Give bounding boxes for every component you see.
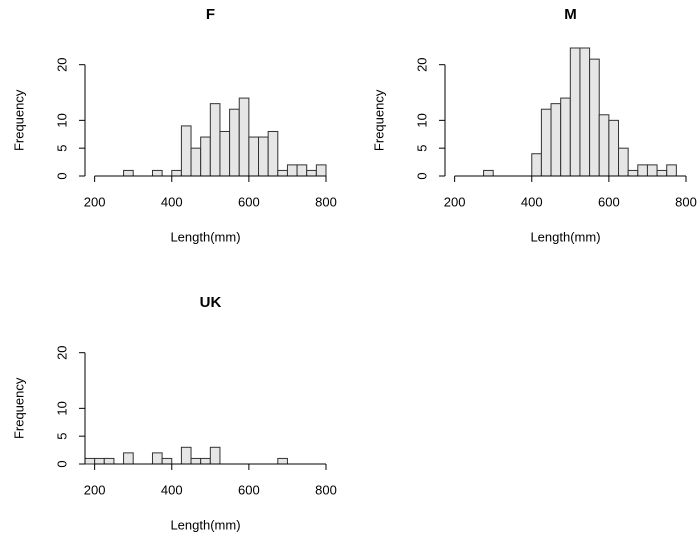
x-tick-label: 800 xyxy=(675,194,697,209)
bar xyxy=(151,452,163,465)
y-tick-label: 10 xyxy=(54,113,69,127)
bar xyxy=(180,125,192,177)
y-tick-label: 0 xyxy=(54,172,69,179)
bar xyxy=(123,169,134,177)
bar xyxy=(315,164,327,177)
bar xyxy=(560,97,571,177)
panel-title: F xyxy=(206,6,215,23)
x-axis-label: Length(mm) xyxy=(170,229,240,244)
bar xyxy=(123,452,134,465)
y-tick-label: 5 xyxy=(54,433,69,440)
y-tick-label: 5 xyxy=(54,145,69,152)
bar xyxy=(219,130,231,177)
bar xyxy=(229,108,240,177)
y-tick-label: 5 xyxy=(414,145,429,152)
bar xyxy=(180,446,192,465)
x-tick-label: 800 xyxy=(315,482,337,497)
bar xyxy=(598,114,610,177)
x-tick-label: 400 xyxy=(521,194,543,209)
x-tick-label: 800 xyxy=(315,194,337,209)
bar xyxy=(151,169,163,177)
bar xyxy=(627,169,639,177)
bar xyxy=(637,164,648,177)
bar xyxy=(618,147,629,177)
bar xyxy=(286,164,298,177)
y-tick-label: 20 xyxy=(54,57,69,71)
x-tick-label: 600 xyxy=(238,482,260,497)
bar xyxy=(209,446,221,465)
bar xyxy=(589,58,600,177)
panel-title: UK xyxy=(200,294,222,311)
panel-title: M xyxy=(564,6,577,23)
bar xyxy=(277,457,288,465)
bar xyxy=(238,97,250,177)
bar xyxy=(483,169,494,177)
bar xyxy=(171,169,182,177)
bar xyxy=(569,47,581,177)
bar xyxy=(550,103,562,177)
x-tick-label: 600 xyxy=(238,194,260,209)
y-axis-label: Frequency xyxy=(11,377,26,439)
x-tick-label: 600 xyxy=(598,194,620,209)
y-tick-label: 0 xyxy=(54,460,69,467)
bar xyxy=(84,457,96,465)
y-tick-label: 20 xyxy=(414,57,429,71)
bar xyxy=(190,457,202,465)
bar xyxy=(646,164,658,177)
bar xyxy=(540,108,552,177)
bar xyxy=(200,136,211,177)
bar xyxy=(656,169,668,177)
x-tick-label: 200 xyxy=(444,194,466,209)
x-tick-label: 400 xyxy=(161,482,183,497)
x-axis-label: Length(mm) xyxy=(530,229,600,244)
bar xyxy=(666,164,677,177)
bar xyxy=(209,103,221,177)
x-tick-label: 200 xyxy=(84,194,106,209)
x-tick-label: 200 xyxy=(84,482,106,497)
bar xyxy=(277,169,288,177)
y-tick-label: 0 xyxy=(414,172,429,179)
y-axis-label: Frequency xyxy=(371,89,386,151)
bar xyxy=(267,130,279,177)
bar xyxy=(531,153,542,177)
bar xyxy=(258,136,269,177)
y-axis-label: Frequency xyxy=(11,89,26,151)
bar xyxy=(200,457,211,465)
y-tick-label: 20 xyxy=(54,345,69,359)
bar xyxy=(306,169,317,177)
x-axis-label: Length(mm) xyxy=(170,517,240,532)
bar xyxy=(579,47,591,177)
bar xyxy=(296,164,308,177)
bar xyxy=(94,457,105,465)
bar xyxy=(103,457,115,465)
x-tick-label: 400 xyxy=(161,194,183,209)
bar xyxy=(161,457,173,465)
y-tick-label: 10 xyxy=(414,113,429,127)
bar xyxy=(608,119,620,177)
bar xyxy=(248,136,260,177)
y-tick-label: 10 xyxy=(54,401,69,415)
bar xyxy=(190,147,202,177)
